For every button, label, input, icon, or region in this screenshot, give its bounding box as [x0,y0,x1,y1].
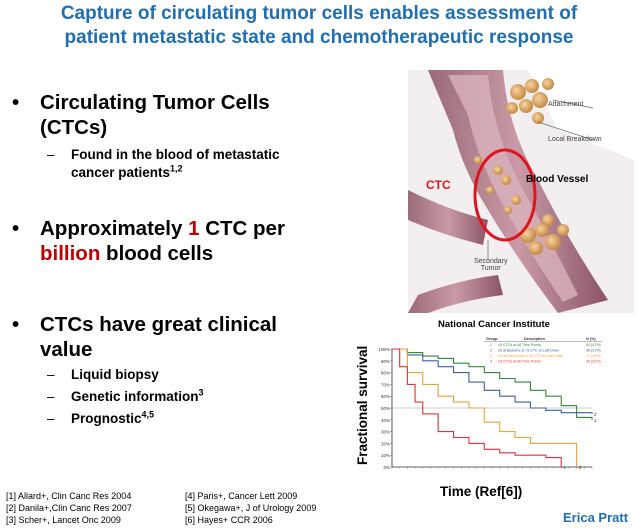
chart-y-axis-label: Fractional survival [355,345,370,465]
secondary-tumor-cells [520,214,569,255]
reference-2: [2] Danila+,Clin Canc Res 2007 [6,503,132,513]
image-credit-nci: National Cancer Institute [438,319,550,330]
sub-bullet-prognostic: – Prognostic4,5 [47,409,155,426]
references-right: [4] Paris+, Cancer Lett 2009 [5] Okegawa… [185,490,316,526]
sub-bullet-marker: – [47,411,55,426]
slide-title-line-1: Capture of circulating tumor cells enabl… [60,3,578,24]
chart-legend-description: ≥5 at Baseline & <5 CTC at Last Draw [498,349,559,353]
chart-series-end-label: 1 [594,418,597,423]
bullet-clinical-line-1: CTCs have great clinical [40,313,277,336]
slide-title-line-2: patient metastatic state and chemotherap… [64,27,574,48]
references-left: [1] Allard+, Clin Canc Res 2004 [2] Dani… [6,490,132,526]
author-name: Erica Pratt [563,510,629,525]
bullet-ctcs-line-2: (CTCs) [40,116,108,139]
chart-y-tick-label: 100% [378,347,390,352]
chart-legend-count: 17 (10%) [586,354,601,358]
chart-legend-count: 83 (47%) [586,343,601,347]
chart-y-tick-label: 10% [381,453,390,458]
sub-bullet-found-in-blood: – Found in the blood of metastatic cance… [47,146,280,182]
reference-4: [4] Paris+, Cancer Lett 2009 [185,491,298,501]
ctc-highlight-circle [473,148,537,242]
label-local-breakdown: Local Breakdown [548,136,602,143]
label-ctc: CTC [426,178,451,192]
bullet-clinical-value: • CTCs have great clinical value [12,312,277,362]
chart-legend-group: 2 [490,349,492,353]
chart-y-tick-label: 90% [381,359,390,364]
chart-series-line-1 [392,348,593,420]
chart-y-tick-label: 70% [381,382,390,387]
sub-bullet-marker: – [47,147,55,162]
highlight-billion: billion [40,242,101,265]
reference-6: [6] Hayes+ CCR 2006 [185,515,273,525]
reference-3: [3] Scher+, Lancet Onc 2009 [6,515,121,525]
chart-legend-description: <5 CTCs at All Time Points [498,343,541,347]
bullet-marker: • [12,313,20,336]
reference-1: [1] Allard+, Clin Canc Res 2004 [6,491,132,501]
chart-y-tick-label: 0% [383,465,390,470]
bullet-ctcs: • Circulating Tumor Cells (CTCs) [12,90,270,140]
bullet-approx-line-2: billion blood cells [40,242,214,265]
highlight-one: 1 [188,217,200,240]
chart-y-tick-label: 50% [381,406,390,411]
chart-y-tick-label: 80% [381,371,390,376]
reference-5: [5] Okegawa+, J of Urology 2009 [185,503,317,513]
citation-superscript: 1,2 [170,163,183,174]
bullet-clinical-line-2: value [40,338,93,361]
chart-series-end-label: 3 [579,465,582,470]
chart-legend-group: 4 [490,360,492,364]
sub-bullet-found-line-1: Found in the blood of metastatic [71,147,280,162]
label-blood-vessel: Blood Vessel [526,174,589,185]
chart-y-tick-label: 20% [381,441,390,446]
blood-vessel-drawing [408,70,634,313]
label-attachment: Attachment [548,101,584,108]
chart-series-line-3 [392,348,578,467]
citation-superscript: 4,5 [141,409,155,420]
sub-bullet-genetic-info: – Genetic information3 [47,387,204,404]
chart-legend-header: Description [524,337,546,341]
chart-series-end-label: 4 [563,465,566,470]
chart-y-tick-label: 30% [381,430,390,435]
slide-title: Capture of circulating tumor cells enabl… [0,2,638,50]
sub-bullet-found-line-2: cancer patients1,2 [71,163,183,180]
bullet-approximately: • Approximately 1 CTC per billion blood … [12,216,285,266]
chart-y-tick-label: 40% [381,418,390,423]
chart-legend-header: N (%) [586,337,596,341]
label-secondary-tumor: Secondary Tumor [474,258,508,272]
sub-bullet-liquid-biopsy: – Liquid biopsy [47,367,159,382]
chart-legend-description: ≥5 CTCs at All Time Points [498,360,541,364]
chart-legend-group: 1 [490,343,492,347]
bullet-ctcs-line-1: Circulating Tumor Cells [40,91,270,114]
circulating-cells [474,156,521,214]
bullet-marker: • [12,217,20,240]
sub-bullet-marker: – [47,389,55,404]
chart-series-end-label: 2 [594,412,597,417]
chart-legend-group: 3 [490,354,492,358]
chart-legend-count: 39 (22%) [586,360,601,364]
chart-y-tick-label: 60% [381,394,390,399]
chart-legend-count: 38 (21%) [586,349,601,353]
chart-series-line-4 [392,348,562,467]
chart-x-axis-label: Time (Ref[6]) [440,484,523,499]
chart-legend-description: <5 at Early Draw & ≥5 CTC at Last Draw [498,354,563,358]
chart-series-line-2 [392,348,593,414]
chart-legend: Group Description N (%) 1 <5 CTCs at All Tim… [484,337,602,364]
blood-vessel-illustration: Attachment Local Breakdown Blood Vessel … [408,70,634,313]
chart-legend-header: Group [486,337,498,341]
bullet-approx-line-1: Approximately 1 CTC per [40,217,285,240]
tumor-cells-top [506,78,554,124]
sub-bullet-marker: – [47,367,55,382]
citation-superscript: 3 [198,387,204,398]
bullet-marker: • [12,91,20,114]
